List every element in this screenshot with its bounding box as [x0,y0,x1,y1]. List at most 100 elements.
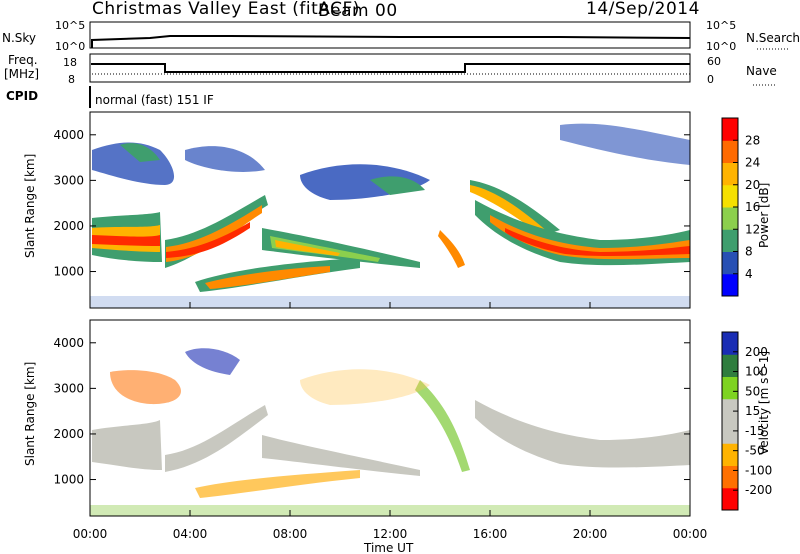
nave-label: Nave [746,64,777,78]
x-tick-label: 12:00 [373,527,408,541]
velocity-colorbar-label: Velocity [m s^-1] [757,351,771,455]
nsky-frame [89,21,691,49]
nsky-panel: N.Sky 10^5 10^0 10^5 10^0 N.Search [2,19,800,53]
power-ytick-label: 1000 [53,265,84,279]
power-ytick-label: 2000 [53,219,84,233]
power-ytick-label: 3000 [53,173,84,187]
power-colorbar-segment [722,229,738,252]
power-wedge-mid [270,236,380,262]
freq-panel: Freq. [MHz] 18 8 60 0 Nave [4,53,777,86]
power-panel: Slant Range [km] 4000 3000 2000 1000 [23,111,691,309]
velocity-colorbar-tick-label: 100 [745,365,768,379]
freq-frame [89,53,691,83]
velocity-ytick-label: 3000 [53,381,84,395]
velocity-diagonal [415,380,470,472]
station-title: Christmas Valley East (fitACF) [92,0,360,19]
power-colorbar-segment [722,162,738,186]
power-colorbar-segment [722,251,738,275]
velocity-xticks [89,510,691,516]
power-colorbar-tick-label: 12 [745,222,760,236]
power-echo-top-right [560,123,690,165]
power-colorbar-tick-label: 8 [745,245,753,259]
velocity-colorbar-segment [722,332,738,355]
power-colorbar: Power [dB] 28 24 20 16 12 8 4 [721,117,771,297]
x-tick-label: 20:00 [573,527,608,541]
velocity-colorbar-tick-label: -100 [745,463,772,477]
velocity-colorbar: Velocity [m s^-1] 200 100 50 15 -15 -50 -100 -2… [721,331,772,511]
velocity-colorbar-segment [722,354,738,377]
velocity-colorbar-tick-label: -15 [745,424,765,438]
power-colorbar-tick-label: 28 [745,133,760,147]
velocity-yticks: 4000 3000 2000 1000 [53,336,690,487]
power-band-lower-core [205,266,330,289]
nave-tick-top: 60 [707,55,721,68]
velocity-colorbar-frame [721,331,739,511]
velocity-colorbar-segment [722,398,738,422]
freq-tick-bottom: 8 [68,73,75,86]
power-colorbar-label: Power [dB] [757,183,771,248]
velocity-colorbar-tick-label: 50 [745,384,760,398]
power-band-rising-core [166,222,250,258]
power-ylabel: Slant Range [km] [23,154,37,258]
cpid-label: CPID [6,89,38,103]
x-axis-label: Time UT [363,541,414,554]
velocity-image [90,348,690,516]
velocity-wedge [262,435,420,476]
nsky-trace [91,35,691,48]
power-band-early-core [92,235,160,246]
velocity-ytick-label: 2000 [53,427,84,441]
velocity-colorbar-tick-label: -200 [745,483,772,497]
velocity-band-late [475,400,690,468]
velocity-colorbar-segment [722,376,738,400]
power-image [90,123,690,308]
velocity-colorbar-segment [722,487,738,511]
velocity-band-early [92,420,162,470]
velocity-colorbar-segment [722,443,738,466]
velocity-colorbar-tick-label: -50 [745,444,765,458]
velocity-ylabel: Slant Range [km] [23,362,37,466]
power-colorbar-segment [722,118,738,141]
power-wedge [262,228,420,268]
power-echo-upper-left-core [120,143,160,162]
power-colorbar-tick-label: 16 [745,200,760,214]
power-yticks: 4000 3000 2000 1000 [53,128,690,279]
x-tick-label: 00:00 [673,527,708,541]
x-tick-label: 08:00 [273,527,308,541]
freq-tick-top: 18 [63,56,77,69]
power-colorbar-segment [722,273,738,297]
cpid-value: normal (fast) 151 IF [95,93,214,107]
nave-tick-bottom: 0 [707,73,714,86]
velocity-colorbar-tick-label: 200 [745,345,768,359]
date-label: 14/Sep/2014 [586,0,700,19]
power-colorbar-segment [722,140,738,163]
velocity-echo-upper-center [300,369,430,405]
velocity-panel: Slant Range [km] 4000 3000 2000 1000 [23,319,691,517]
velocity-echo-upper-mid [185,348,240,375]
velocity-echo-upper-left [110,370,181,405]
nsky-label: N.Sky [2,31,36,45]
power-echo-notch [438,230,465,268]
power-colorbar-segment [722,207,738,230]
velocity-colorbar-tick-label: 15 [745,404,760,418]
power-xticks [89,302,691,308]
x-tick-label: 04:00 [173,527,208,541]
nsearch-tick-bottom: 10^0 [706,40,736,53]
velocity-band-rising [165,405,268,472]
power-echo-upper-mid [185,146,265,172]
nsearch-label: N.Search [746,31,800,45]
power-colorbar-tick-label: 4 [745,267,753,281]
nsky-tick-top: 10^5 [55,19,85,32]
power-band-late-mid [490,215,690,260]
power-band-rising-mid [166,205,262,262]
power-echo-diagonal-core [470,185,548,234]
velocity-ytick-label: 4000 [53,336,84,350]
x-tick-label: 16:00 [473,527,508,541]
x-tick-label: 00:00 [73,527,108,541]
power-echo-upper-center-core [370,176,425,195]
beam-label: Beam 00 [318,1,398,21]
freq-label-1: Freq. [8,53,38,67]
power-colorbar-segment [722,184,738,208]
velocity-colorbar-segment [722,421,738,444]
velocity-ytick-label: 1000 [53,473,84,487]
